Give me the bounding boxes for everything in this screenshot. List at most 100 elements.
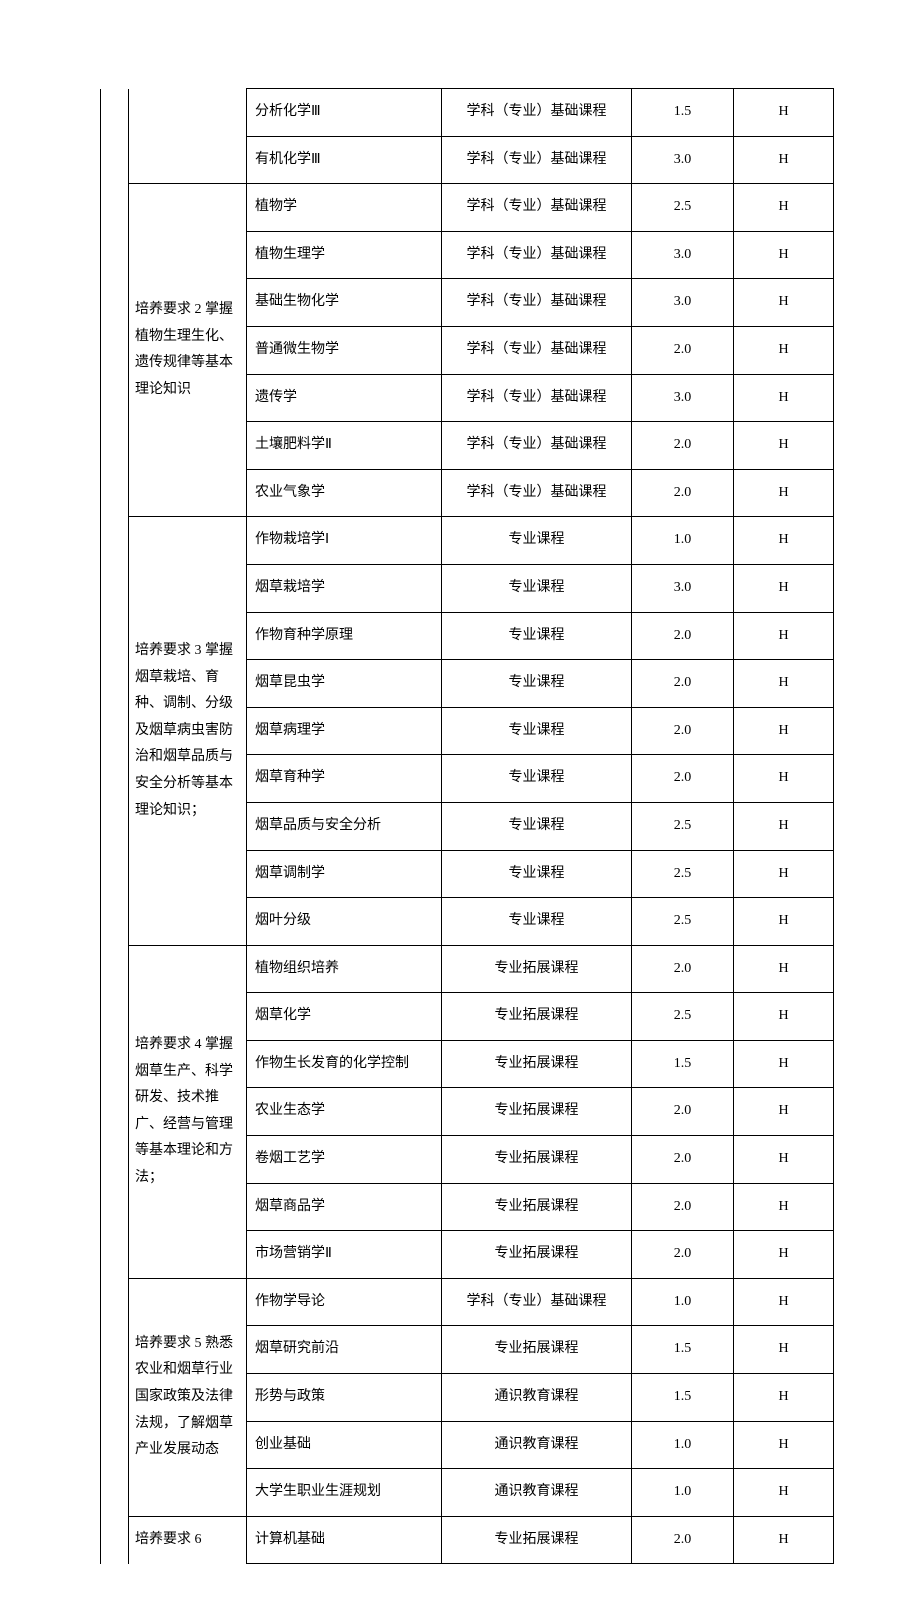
course-cell: 市场营销学Ⅱ <box>247 1231 442 1279</box>
level-cell: H <box>734 850 834 898</box>
credit-cell: 1.5 <box>632 89 734 137</box>
level-cell: H <box>734 1421 834 1469</box>
type-cell: 专业拓展课程 <box>442 1326 632 1374</box>
course-cell: 作物学导论 <box>247 1278 442 1326</box>
credit-cell: 2.0 <box>632 422 734 470</box>
credit-cell: 1.0 <box>632 1278 734 1326</box>
type-cell: 学科（专业）基础课程 <box>442 279 632 327</box>
course-cell: 烟草育种学 <box>247 755 442 803</box>
type-cell: 专业课程 <box>442 898 632 946</box>
course-cell: 农业气象学 <box>247 469 442 517</box>
course-cell: 分析化学Ⅲ <box>247 89 442 137</box>
type-cell: 学科（专业）基础课程 <box>442 422 632 470</box>
type-cell: 专业拓展课程 <box>442 1231 632 1279</box>
course-cell: 烟草商品学 <box>247 1183 442 1231</box>
course-cell: 创业基础 <box>247 1421 442 1469</box>
type-cell: 通识教育课程 <box>442 1469 632 1517</box>
course-cell: 植物组织培养 <box>247 945 442 993</box>
type-cell: 专业拓展课程 <box>442 1136 632 1184</box>
type-cell: 专业课程 <box>442 564 632 612</box>
level-cell: H <box>734 1326 834 1374</box>
table-row: 分析化学Ⅲ学科（专业）基础课程1.5H <box>101 89 834 137</box>
type-cell: 学科（专业）基础课程 <box>442 136 632 184</box>
course-cell: 有机化学Ⅲ <box>247 136 442 184</box>
course-cell: 作物育种学原理 <box>247 612 442 660</box>
level-cell: H <box>734 993 834 1041</box>
course-cell: 植物生理学 <box>247 231 442 279</box>
credit-cell: 2.5 <box>632 898 734 946</box>
credit-cell: 2.0 <box>632 612 734 660</box>
credit-cell: 3.0 <box>632 279 734 327</box>
course-cell: 农业生态学 <box>247 1088 442 1136</box>
credit-cell: 2.0 <box>632 1183 734 1231</box>
type-cell: 学科（专业）基础课程 <box>442 231 632 279</box>
level-cell: H <box>734 755 834 803</box>
table-row: 培养要求 3 掌握烟草栽培、育种、调制、分级及烟草病虫害防治和烟草品质与安全分析… <box>101 517 834 565</box>
type-cell: 专业课程 <box>442 612 632 660</box>
type-cell: 专业课程 <box>442 802 632 850</box>
credit-cell: 2.0 <box>632 1231 734 1279</box>
type-cell: 专业课程 <box>442 850 632 898</box>
level-cell: H <box>734 469 834 517</box>
credit-cell: 1.5 <box>632 1326 734 1374</box>
course-cell: 烟草病理学 <box>247 707 442 755</box>
course-cell: 普通微生物学 <box>247 326 442 374</box>
course-cell: 烟草昆虫学 <box>247 660 442 708</box>
level-cell: H <box>734 1183 834 1231</box>
type-cell: 专业拓展课程 <box>442 1183 632 1231</box>
type-cell: 学科（专业）基础课程 <box>442 184 632 232</box>
type-cell: 专业拓展课程 <box>442 1516 632 1564</box>
course-cell: 形势与政策 <box>247 1374 442 1422</box>
credit-cell: 1.5 <box>632 1040 734 1088</box>
level-cell: H <box>734 898 834 946</box>
level-cell: H <box>734 612 834 660</box>
credit-cell: 1.0 <box>632 1469 734 1517</box>
level-cell: H <box>734 660 834 708</box>
level-cell: H <box>734 802 834 850</box>
credit-cell: 2.0 <box>632 326 734 374</box>
level-cell: H <box>734 945 834 993</box>
table-row: 培养要求 5 熟悉农业和烟草行业国家政策及法律法规，了解烟草产业发展动态作物学导… <box>101 1278 834 1326</box>
credit-cell: 3.0 <box>632 231 734 279</box>
credit-cell: 2.5 <box>632 184 734 232</box>
course-cell: 作物栽培学Ⅰ <box>247 517 442 565</box>
credit-cell: 2.0 <box>632 660 734 708</box>
level-cell: H <box>734 136 834 184</box>
credit-cell: 1.0 <box>632 1421 734 1469</box>
level-cell: H <box>734 422 834 470</box>
level-cell: H <box>734 184 834 232</box>
table-row: 培养要求 2 掌握植物生理生化、遗传规律等基本理论知识植物学学科（专业）基础课程… <box>101 184 834 232</box>
type-cell: 学科（专业）基础课程 <box>442 1278 632 1326</box>
level-cell: H <box>734 707 834 755</box>
course-cell: 遗传学 <box>247 374 442 422</box>
course-cell: 土壤肥料学Ⅱ <box>247 422 442 470</box>
course-cell: 植物学 <box>247 184 442 232</box>
course-cell: 大学生职业生涯规划 <box>247 1469 442 1517</box>
credit-cell: 2.0 <box>632 945 734 993</box>
course-cell: 计算机基础 <box>247 1516 442 1564</box>
credit-cell: 2.5 <box>632 802 734 850</box>
requirement-cell: 培养要求 5 熟悉农业和烟草行业国家政策及法律法规，了解烟草产业发展动态 <box>129 1278 247 1516</box>
course-cell: 烟草品质与安全分析 <box>247 802 442 850</box>
requirement-cell: 培养要求 2 掌握植物生理生化、遗传规律等基本理论知识 <box>129 184 247 517</box>
course-table: 分析化学Ⅲ学科（专业）基础课程1.5H有机化学Ⅲ学科（专业）基础课程3.0H培养… <box>100 88 834 1564</box>
credit-cell: 1.5 <box>632 1374 734 1422</box>
type-cell: 专业课程 <box>442 517 632 565</box>
credit-cell: 1.0 <box>632 517 734 565</box>
level-cell: H <box>734 279 834 327</box>
credit-cell: 2.0 <box>632 707 734 755</box>
course-cell: 卷烟工艺学 <box>247 1136 442 1184</box>
credit-cell: 2.0 <box>632 1088 734 1136</box>
credit-cell: 3.0 <box>632 136 734 184</box>
table-row: 培养要求 4 掌握烟草生产、科学研发、技术推广、经营与管理等基本理论和方法；植物… <box>101 945 834 993</box>
credit-cell: 2.5 <box>632 850 734 898</box>
requirement-cell <box>129 89 247 184</box>
requirement-cell: 培养要求 4 掌握烟草生产、科学研发、技术推广、经营与管理等基本理论和方法； <box>129 945 247 1278</box>
type-cell: 专业课程 <box>442 660 632 708</box>
level-cell: H <box>734 89 834 137</box>
course-cell: 烟草化学 <box>247 993 442 1041</box>
level-cell: H <box>734 326 834 374</box>
credit-cell: 3.0 <box>632 564 734 612</box>
level-cell: H <box>734 1516 834 1564</box>
type-cell: 专业课程 <box>442 707 632 755</box>
